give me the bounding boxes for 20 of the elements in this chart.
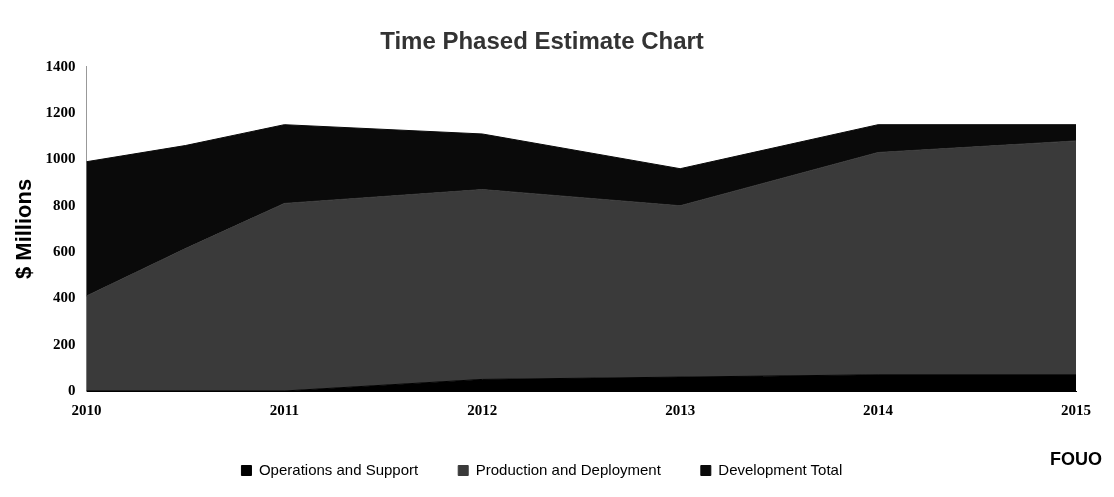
y-tick-label: 400 bbox=[52, 289, 76, 306]
x-tick-label: 2014 bbox=[863, 401, 894, 418]
legend-label: Development Total bbox=[718, 460, 843, 478]
x-tick-label: 2010 bbox=[71, 401, 102, 418]
y-tick-label: 1400 bbox=[45, 57, 76, 74]
legend-label: Production and Deployment bbox=[475, 460, 662, 478]
y-tick-label: 1000 bbox=[45, 150, 76, 167]
x-tick-label: 2012 bbox=[467, 401, 498, 418]
y-tick-label: 0 bbox=[67, 381, 76, 398]
x-tick-label: 2013 bbox=[665, 401, 696, 418]
y-tick-label: 800 bbox=[52, 196, 76, 213]
x-tick-label: 2011 bbox=[269, 401, 299, 418]
text: FOUO bbox=[1050, 448, 1102, 469]
y-tick-label: 200 bbox=[52, 335, 76, 352]
legend-label: Operations and Support bbox=[258, 460, 420, 478]
y-tick-label: 1200 bbox=[45, 103, 76, 120]
y-tick-label: 600 bbox=[52, 242, 76, 259]
x-tick-label: 2015 bbox=[1061, 401, 1091, 418]
chart-title: Time Phased Estimate Chart bbox=[380, 27, 704, 55]
y-axis-title: $ Millions bbox=[11, 178, 37, 280]
